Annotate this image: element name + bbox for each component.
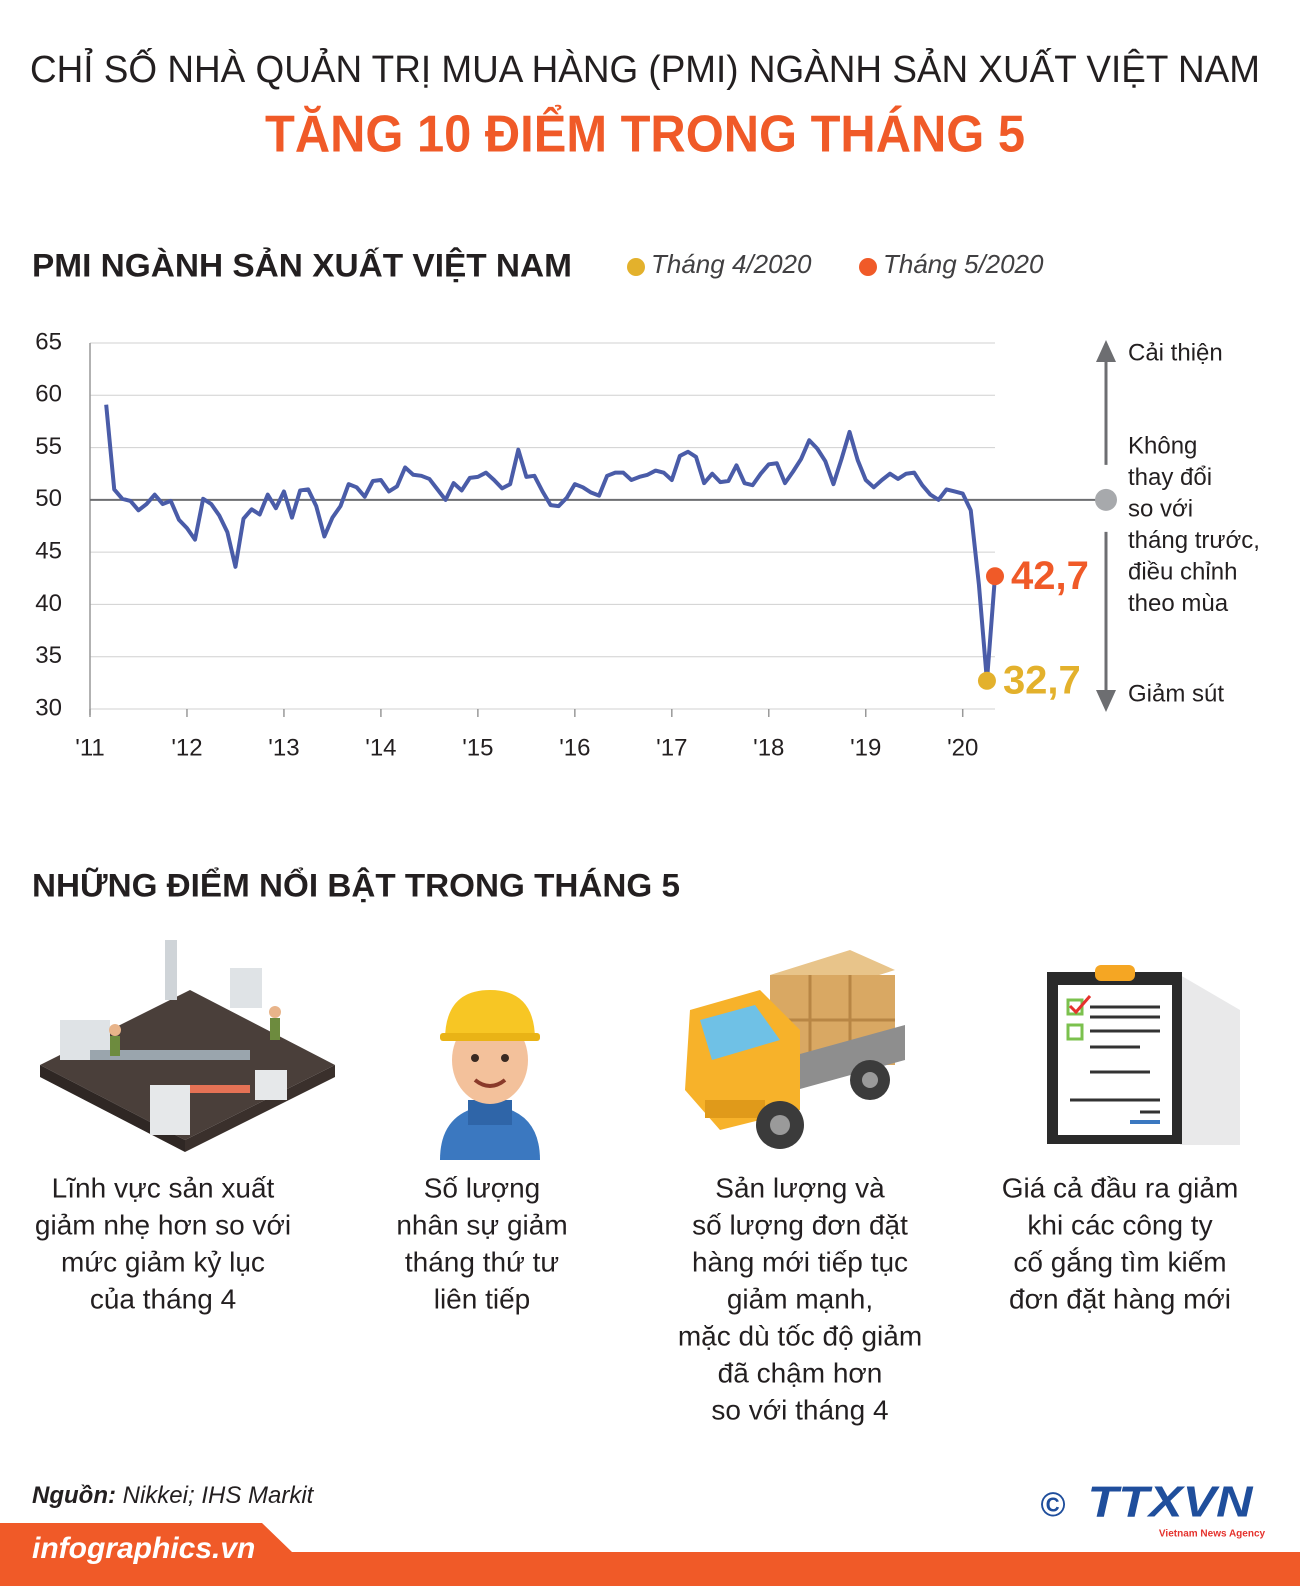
highlight-text: Số lượng [424, 1172, 541, 1203]
x-tick-label: '12 [171, 734, 202, 761]
agency-logo: TTXVN [1088, 1478, 1254, 1527]
highlight-point [986, 567, 1004, 586]
y-tick-label: 30 [35, 694, 62, 721]
data-line [104, 404, 997, 683]
source-label: Nguồn: [32, 1482, 116, 1509]
y-tick-label: 50 [35, 485, 62, 512]
highlight-text: số lượng đơn đặt [692, 1209, 908, 1240]
highlight-text: mặc dù tốc độ giảm [678, 1320, 922, 1351]
x-tick-label: '18 [753, 734, 784, 761]
legend-label: Tháng 4/2020 [651, 249, 812, 279]
chart-title: PMI NGÀNH SẢN XUẤT VIỆT NAM [32, 247, 572, 283]
highlight-text: nhân sự giảm [396, 1209, 567, 1240]
footer-bar [0, 1523, 1300, 1586]
scale-label-up: Cải thiện [1128, 339, 1223, 366]
highlight-text: so với tháng 4 [711, 1394, 888, 1425]
site-name: infographics.vn [32, 1532, 255, 1565]
y-tick-label: 35 [35, 642, 62, 669]
arrow-head-down [1096, 690, 1116, 712]
highlight-text: Sản lượng và [715, 1172, 885, 1203]
x-tick-label: '14 [365, 734, 396, 761]
y-tick-label: 45 [35, 537, 62, 564]
x-tick-label: '16 [559, 734, 590, 761]
x-tick-label: '19 [850, 734, 881, 761]
highlight-text: cố gắng tìm kiếm [1013, 1246, 1226, 1277]
x-tick-label: '15 [462, 734, 493, 761]
worker-icon [440, 990, 540, 1160]
highlight-text: khi các công ty [1027, 1209, 1212, 1240]
scale-label-middle: điều chỉnh [1128, 558, 1237, 585]
value-label: 32,7 [1003, 658, 1081, 702]
legend-dot [627, 258, 645, 276]
highlight-text: liên tiếp [434, 1283, 531, 1314]
legend-dot [859, 258, 877, 276]
reference-dot [1095, 488, 1117, 511]
legend-label: Tháng 5/2020 [883, 249, 1044, 279]
page-title: CHỈ SỐ NHÀ QUẢN TRỊ MUA HÀNG (PMI) NGÀNH… [30, 46, 1260, 91]
highlight-text: tháng thứ tư [405, 1246, 559, 1277]
y-tick-label: 60 [35, 381, 62, 408]
scale-label-middle: tháng trước, [1128, 527, 1260, 554]
x-tick-label: '11 [75, 734, 105, 761]
factory-icon [40, 940, 335, 1152]
highlight-text: đơn đặt hàng mới [1009, 1283, 1231, 1314]
scale-label-middle: thay đổi [1128, 464, 1212, 491]
truck-icon [685, 950, 905, 1149]
section-title: NHỮNG ĐIỂM NỔI BẬT TRONG THÁNG 5 [32, 867, 680, 903]
copyright: © [1040, 1486, 1065, 1524]
arrow-head-up [1096, 340, 1116, 362]
highlight-text: giảm mạnh, [727, 1283, 873, 1314]
value-label: 42,7 [1011, 554, 1089, 598]
highlight-text: Giá cả đầu ra giảm [1002, 1172, 1239, 1203]
scale-label-down: Giảm sút [1128, 680, 1224, 707]
highlight-point [977, 671, 996, 690]
highlight-text: mức giảm kỷ lục [61, 1246, 265, 1277]
scale-label-middle: so với [1128, 495, 1193, 522]
highlight-text: Lĩnh vực sản xuất [52, 1172, 275, 1203]
highlight-text: của tháng 4 [90, 1283, 236, 1314]
agency-subtitle: Vietnam News Agency [1159, 1529, 1266, 1540]
page-subtitle: TĂNG 10 ĐIỂM TRONG THÁNG 5 [265, 105, 1025, 164]
clipboard-icon [1047, 965, 1240, 1145]
x-tick-label: '17 [656, 734, 687, 761]
source-value: Nikkei; IHS Markit [123, 1482, 315, 1509]
highlight-text: đã chậm hơn [718, 1357, 883, 1388]
scale-label-middle: theo mùa [1128, 590, 1229, 617]
y-tick-label: 40 [35, 590, 62, 617]
y-tick-label: 55 [35, 433, 62, 460]
highlight-text: giảm nhẹ hơn so với [35, 1209, 291, 1240]
x-tick-label: '20 [947, 734, 978, 761]
highlight-text: hàng mới tiếp tục [692, 1246, 908, 1277]
y-tick-label: 65 [35, 328, 62, 355]
source-text: Nguồn: Nikkei; IHS Markit [32, 1482, 315, 1509]
x-tick-label: '13 [268, 734, 299, 761]
scale-label-middle: Không [1128, 432, 1197, 459]
